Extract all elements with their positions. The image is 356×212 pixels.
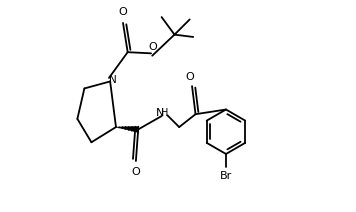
Text: O: O bbox=[119, 7, 127, 17]
Text: O: O bbox=[131, 166, 140, 177]
Text: Br: Br bbox=[220, 171, 232, 181]
Text: O: O bbox=[148, 42, 157, 53]
Polygon shape bbox=[116, 126, 138, 132]
Text: O: O bbox=[185, 72, 194, 82]
Text: N: N bbox=[156, 108, 164, 118]
Text: H: H bbox=[161, 108, 168, 118]
Text: N: N bbox=[109, 75, 117, 85]
